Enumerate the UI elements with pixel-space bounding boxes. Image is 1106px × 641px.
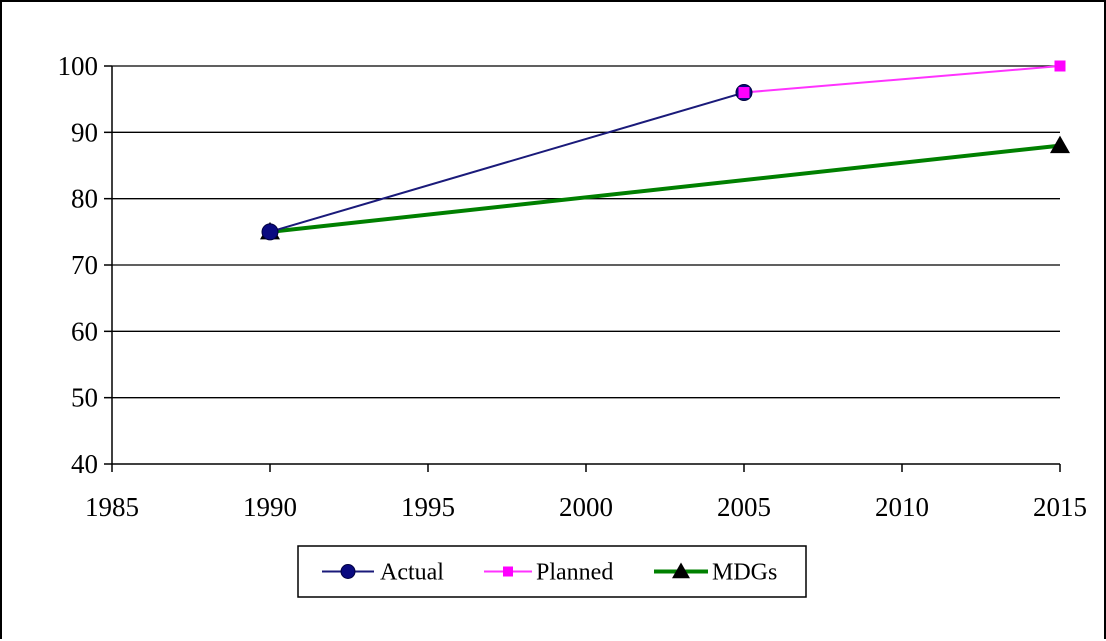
- y-tick-label: 40: [71, 449, 98, 479]
- series-actual: [269, 91, 745, 233]
- series-line-actual: [269, 91, 745, 233]
- y-tick-label: 50: [71, 383, 98, 413]
- series-planned: [743, 65, 1061, 94]
- legend-label: Planned: [536, 560, 613, 586]
- y-tick-label: 80: [71, 184, 98, 214]
- data-point-actual: [261, 223, 279, 241]
- y-tick-label: 90: [71, 117, 98, 147]
- data-point-mdgs: [1050, 135, 1070, 154]
- legend-item-planned: Planned: [484, 560, 613, 586]
- legend-item-actual: Actual: [322, 560, 444, 586]
- x-tick-label: 2005: [717, 492, 771, 522]
- x-tick-label: 1985: [85, 492, 139, 522]
- x-tick-label: 2010: [875, 492, 929, 522]
- legend-label: MDGs: [712, 560, 777, 586]
- x-tick-label: 1990: [243, 492, 297, 522]
- legend-box: [297, 545, 807, 598]
- series-line-mdgs: [269, 143, 1061, 234]
- data-point-planned: [738, 87, 750, 99]
- series-markers-planned: [738, 60, 1066, 99]
- legend-marker: [672, 562, 690, 579]
- legend-marker: [503, 566, 513, 577]
- legend-item-mdgs: MDGs: [654, 560, 777, 586]
- legend-label: Actual: [380, 560, 444, 586]
- data-point-planned: [1054, 60, 1066, 72]
- legend: Actual Planned MDGs: [297, 545, 807, 598]
- axis-ticks: 40 50 60 70 80 90 100 1985 1990 1995 2000 2005 2010 2…: [58, 51, 1088, 522]
- y-tick-label: 60: [71, 316, 98, 346]
- x-tick-label: 2015: [1033, 492, 1087, 522]
- gridlines: [112, 65, 1060, 399]
- x-tick-label: 2000: [559, 492, 613, 522]
- legend-marker: [340, 564, 356, 579]
- x-tick-label: 1995: [401, 492, 455, 522]
- series-mdgs: [269, 143, 1061, 234]
- series-line-planned: [743, 65, 1061, 94]
- y-tick-label: 70: [71, 250, 98, 280]
- series: [260, 60, 1070, 241]
- y-tick-label: 100: [58, 51, 99, 81]
